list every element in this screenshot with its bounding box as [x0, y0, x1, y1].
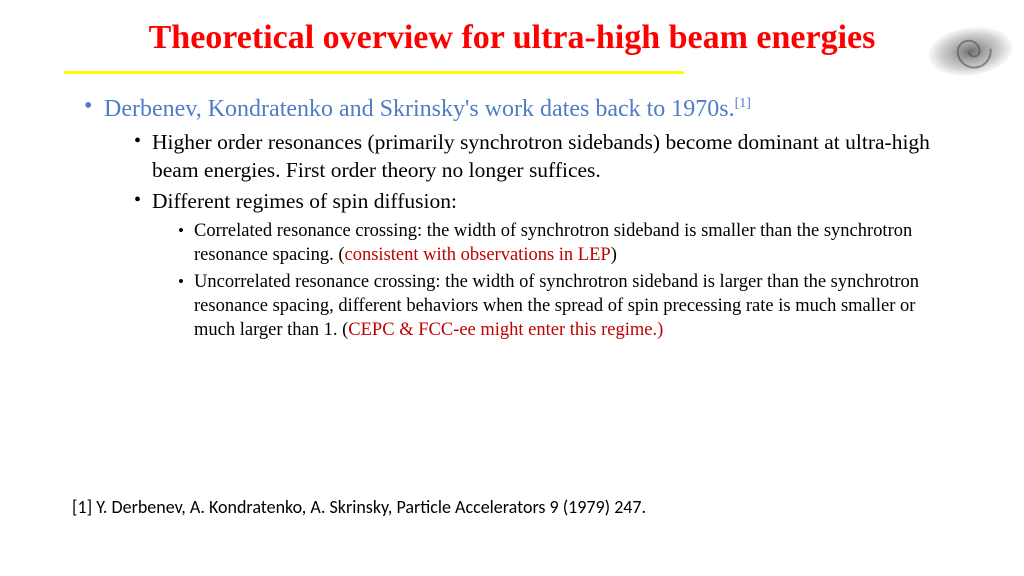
bullet-lvl2: Different regimes of spin diffusion: Cor…: [134, 188, 960, 342]
bullet-lvl2: Higher order resonances (primarily synch…: [134, 129, 960, 184]
lvl1-text: Derbenev, Kondratenko and Skrinsky's wor…: [104, 96, 751, 122]
lvl2-text: Different regimes of spin diffusion:: [152, 189, 457, 213]
slide-body: Derbenev, Kondratenko and Skrinsky's wor…: [36, 94, 988, 342]
slide: Theoretical overview for ultra-high beam…: [0, 0, 1024, 576]
lvl3a-post: ): [611, 245, 617, 265]
footnote-reference: [1] Y. Derbenev, A. Kondratenko, A. Skri…: [72, 496, 646, 518]
lvl3b-highlight: CEPC & FCC-ee might enter this regime.): [348, 320, 663, 340]
slide-title: Theoretical overview for ultra-high beam…: [36, 18, 988, 57]
swirl-decoration-icon: [920, 18, 1022, 86]
title-underline: [64, 71, 684, 74]
bullet-lvl3: Correlated resonance crossing: the width…: [178, 220, 960, 267]
bullet-lvl3: Uncorrelated resonance crossing: the wid…: [178, 271, 960, 342]
citation-ref: [1]: [735, 96, 751, 111]
lvl3a-highlight: consistent with observations in LEP: [345, 245, 611, 265]
lvl1-main: Derbenev, Kondratenko and Skrinsky's wor…: [104, 96, 735, 122]
bullet-lvl1: Derbenev, Kondratenko and Skrinsky's wor…: [84, 94, 960, 342]
